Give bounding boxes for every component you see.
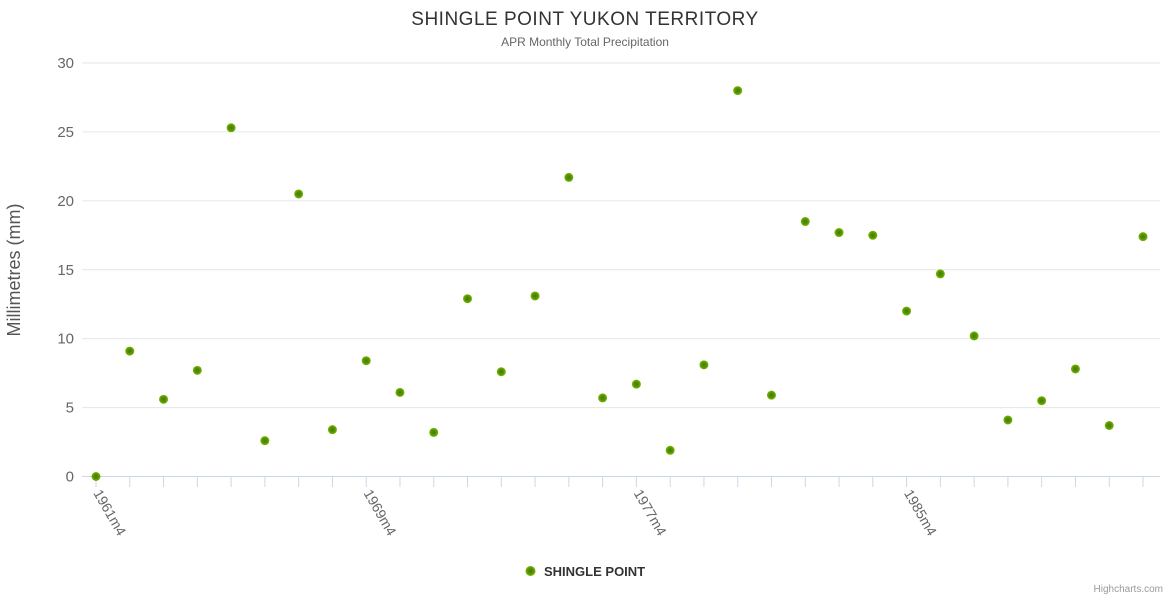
scatter-points-group xyxy=(91,86,1148,481)
data-point[interactable] xyxy=(260,436,270,446)
data-point[interactable] xyxy=(496,367,506,377)
data-point[interactable] xyxy=(361,356,371,366)
x-axis-label: 1985m4 xyxy=(901,487,940,539)
data-point[interactable] xyxy=(226,123,236,133)
data-point[interactable] xyxy=(463,294,473,304)
data-point[interactable] xyxy=(294,189,304,199)
x-axis-label: 1961m4 xyxy=(90,487,129,539)
data-point[interactable] xyxy=(834,228,844,238)
y-axis-label: 30 xyxy=(57,55,74,72)
chart-title: SHINGLE POINT YUKON TERRITORY xyxy=(411,9,758,30)
data-point[interactable] xyxy=(91,472,101,481)
x-axis-label: 1977m4 xyxy=(631,487,670,539)
y-axis-title: Millimetres (mm) xyxy=(4,204,24,337)
data-point[interactable] xyxy=(969,331,979,341)
data-point[interactable] xyxy=(125,346,135,356)
data-point[interactable] xyxy=(395,387,405,397)
legend-item[interactable]: SHINGLE POINT xyxy=(525,564,646,579)
data-point[interactable] xyxy=(935,269,945,279)
data-point[interactable] xyxy=(1003,415,1013,425)
data-point[interactable] xyxy=(564,172,574,182)
x-axis-labels: 1961m4 1969m4 1977m4 1985m4 xyxy=(90,487,940,539)
legend-marker-icon xyxy=(525,566,536,576)
y-axis-label: 15 xyxy=(57,262,74,279)
data-point[interactable] xyxy=(1104,421,1114,431)
data-point[interactable] xyxy=(159,394,169,404)
data-point[interactable] xyxy=(192,365,202,375)
y-axis-label: 0 xyxy=(66,469,74,486)
data-point[interactable] xyxy=(800,217,810,227)
data-point[interactable] xyxy=(699,360,709,370)
data-point[interactable] xyxy=(598,393,608,403)
y-axis-label: 25 xyxy=(57,124,74,141)
data-point[interactable] xyxy=(429,427,439,437)
data-point[interactable] xyxy=(766,390,776,400)
chart-subtitle: APR Monthly Total Precipitation xyxy=(501,35,669,49)
y-axis-label: 10 xyxy=(57,331,74,348)
y-axis-label: 20 xyxy=(57,193,74,210)
data-point[interactable] xyxy=(631,379,641,389)
x-axis-ticks xyxy=(95,477,1144,487)
data-point[interactable] xyxy=(665,445,675,455)
data-point[interactable] xyxy=(1070,364,1080,374)
data-point[interactable] xyxy=(868,230,878,240)
data-point[interactable] xyxy=(733,86,743,96)
legend-label: SHINGLE POINT xyxy=(544,564,645,579)
gridlines-group xyxy=(82,62,1160,409)
y-axis-label: 5 xyxy=(66,400,74,417)
data-point[interactable] xyxy=(530,291,540,301)
data-point[interactable] xyxy=(1138,232,1148,242)
x-axis-label: 1969m4 xyxy=(361,487,400,539)
data-point[interactable] xyxy=(1037,396,1047,406)
data-point[interactable] xyxy=(327,425,337,435)
data-point[interactable] xyxy=(902,306,912,316)
credits-link[interactable]: Highcharts.com xyxy=(1094,584,1163,595)
y-axis-labels: 0 5 10 15 20 25 30 xyxy=(57,55,74,486)
